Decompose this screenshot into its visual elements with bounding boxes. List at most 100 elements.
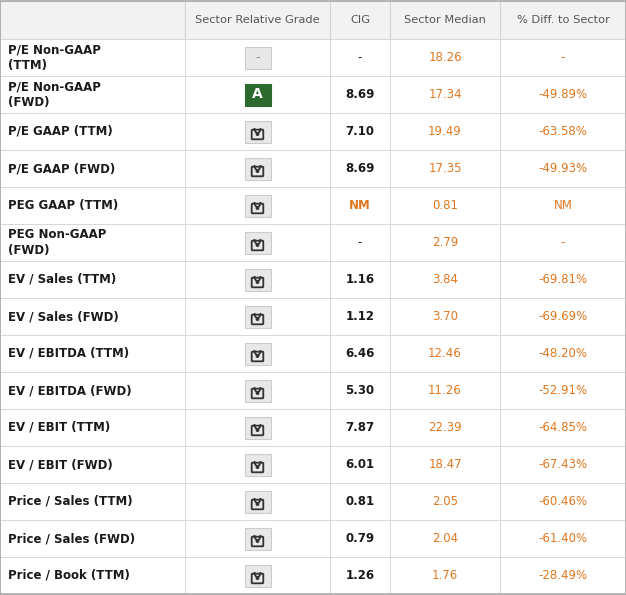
- Bar: [330, 261, 390, 298]
- Text: 19.49: 19.49: [428, 125, 462, 138]
- Bar: [0, 261, 185, 298]
- Bar: [185, 150, 330, 187]
- Text: EV / EBIT (FWD): EV / EBIT (FWD): [8, 458, 113, 471]
- Bar: [330, 446, 390, 483]
- Bar: [185, 483, 330, 520]
- Text: -49.93%: -49.93%: [538, 162, 588, 175]
- Bar: [500, 335, 626, 372]
- Circle shape: [256, 392, 259, 394]
- Bar: [390, 483, 500, 520]
- Bar: [185, 372, 330, 409]
- Bar: [330, 187, 390, 224]
- Text: 0.81: 0.81: [432, 199, 458, 212]
- Circle shape: [256, 466, 259, 468]
- Bar: [330, 150, 390, 187]
- Text: -28.49%: -28.49%: [538, 569, 588, 582]
- Text: EV / Sales (TTM): EV / Sales (TTM): [8, 273, 116, 286]
- Bar: [0, 113, 185, 150]
- Text: -: -: [255, 51, 260, 64]
- Text: Price / Book (TTM): Price / Book (TTM): [8, 569, 130, 582]
- Bar: [330, 483, 390, 520]
- Bar: [500, 76, 626, 113]
- Bar: [185, 113, 330, 150]
- Bar: [185, 298, 330, 335]
- Bar: [330, 1, 390, 39]
- Bar: [330, 335, 390, 372]
- Circle shape: [256, 429, 259, 431]
- Bar: [500, 409, 626, 446]
- Text: -69.69%: -69.69%: [538, 310, 588, 323]
- Circle shape: [256, 503, 259, 505]
- Bar: [185, 557, 330, 594]
- Bar: [0, 409, 185, 446]
- Text: 2.79: 2.79: [432, 236, 458, 249]
- Bar: [330, 372, 390, 409]
- Text: EV / Sales (FWD): EV / Sales (FWD): [8, 310, 119, 323]
- Circle shape: [256, 540, 259, 542]
- Text: P/E Non-GAAP
(TTM): P/E Non-GAAP (TTM): [8, 43, 101, 72]
- Circle shape: [256, 577, 259, 580]
- Bar: [500, 187, 626, 224]
- Text: 2.05: 2.05: [432, 495, 458, 508]
- Text: PEG Non-GAAP
(FWD): PEG Non-GAAP (FWD): [8, 228, 106, 257]
- Text: -69.81%: -69.81%: [538, 273, 588, 286]
- Text: 3.84: 3.84: [432, 273, 458, 286]
- Bar: [330, 76, 390, 113]
- Text: EV / EBITDA (TTM): EV / EBITDA (TTM): [8, 347, 129, 360]
- Bar: [390, 150, 500, 187]
- Bar: [500, 372, 626, 409]
- Circle shape: [256, 207, 259, 209]
- Bar: [330, 39, 390, 76]
- Bar: [245, 268, 270, 290]
- Text: 0.81: 0.81: [346, 495, 374, 508]
- Bar: [500, 39, 626, 76]
- Text: 11.26: 11.26: [428, 384, 462, 397]
- Circle shape: [256, 133, 259, 135]
- Bar: [0, 372, 185, 409]
- Bar: [330, 224, 390, 261]
- Bar: [330, 113, 390, 150]
- Bar: [500, 113, 626, 150]
- Bar: [0, 520, 185, 557]
- Text: P/E Non-GAAP
(FWD): P/E Non-GAAP (FWD): [8, 80, 101, 109]
- Bar: [390, 1, 500, 39]
- Text: 7.10: 7.10: [346, 125, 374, 138]
- Text: Sector Relative Grade: Sector Relative Grade: [195, 15, 320, 25]
- Bar: [0, 446, 185, 483]
- Text: 7.87: 7.87: [346, 421, 374, 434]
- Text: -: -: [358, 51, 362, 64]
- Circle shape: [256, 244, 259, 246]
- Bar: [390, 409, 500, 446]
- Bar: [245, 83, 270, 105]
- Text: P/E GAAP (TTM): P/E GAAP (TTM): [8, 125, 113, 138]
- Text: EV / EBITDA (FWD): EV / EBITDA (FWD): [8, 384, 131, 397]
- Text: 3.70: 3.70: [432, 310, 458, 323]
- Text: EV / EBIT (TTM): EV / EBIT (TTM): [8, 421, 110, 434]
- Text: 1.26: 1.26: [346, 569, 374, 582]
- Bar: [330, 557, 390, 594]
- Text: -64.85%: -64.85%: [538, 421, 587, 434]
- Bar: [245, 231, 270, 253]
- Bar: [390, 224, 500, 261]
- Text: 1.76: 1.76: [432, 569, 458, 582]
- Bar: [185, 261, 330, 298]
- Bar: [0, 483, 185, 520]
- Bar: [500, 1, 626, 39]
- Bar: [245, 380, 270, 402]
- Bar: [185, 39, 330, 76]
- Bar: [330, 298, 390, 335]
- Text: 18.47: 18.47: [428, 458, 462, 471]
- Text: Price / Sales (FWD): Price / Sales (FWD): [8, 532, 135, 545]
- Bar: [390, 113, 500, 150]
- Text: -: -: [358, 236, 362, 249]
- Text: P/E GAAP (FWD): P/E GAAP (FWD): [8, 162, 115, 175]
- Bar: [0, 335, 185, 372]
- Bar: [245, 490, 270, 512]
- Text: 17.34: 17.34: [428, 88, 462, 101]
- Bar: [330, 409, 390, 446]
- Bar: [390, 76, 500, 113]
- Text: -: -: [561, 51, 565, 64]
- Text: NM: NM: [553, 199, 572, 212]
- Bar: [185, 409, 330, 446]
- Bar: [0, 298, 185, 335]
